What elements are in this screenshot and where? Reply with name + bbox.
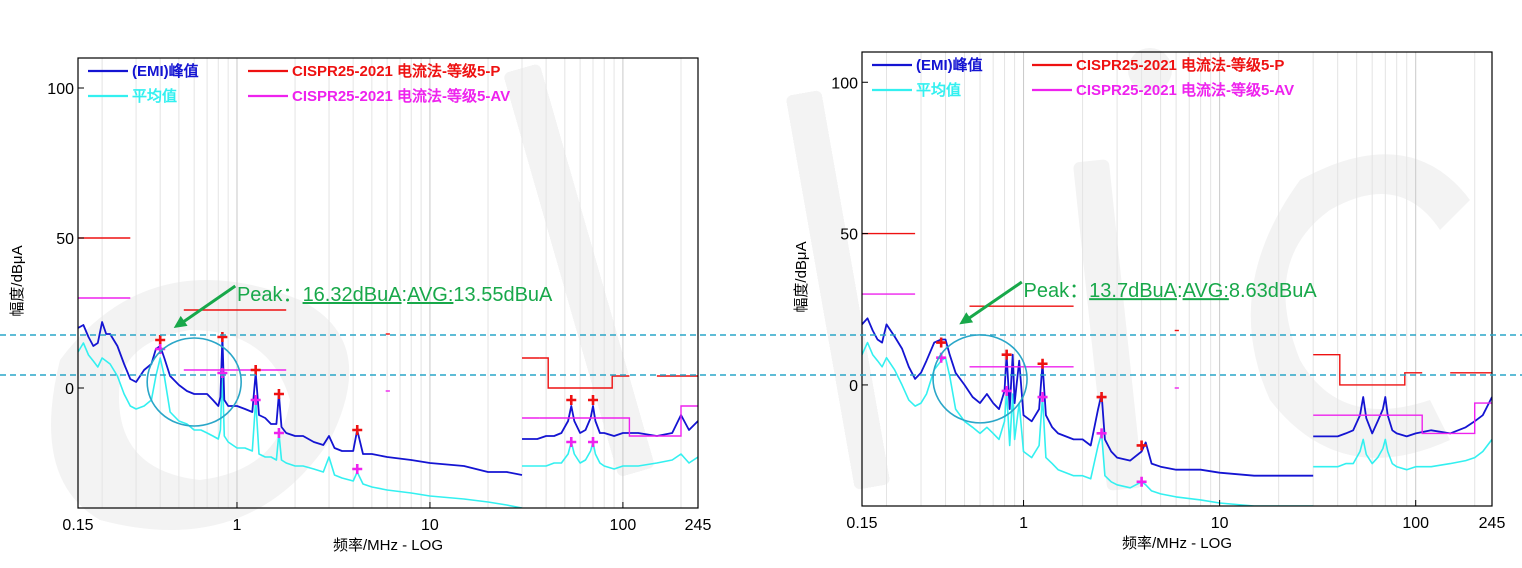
annotation-peak-label: Peak： xyxy=(1024,280,1090,302)
y-axis-label: 幅度/dBμA xyxy=(793,241,810,312)
legend-label: CISPR25-2021 电流法-等级5-P xyxy=(1076,56,1284,74)
plot-area xyxy=(862,232,1492,506)
x-tick-label: 0.15 xyxy=(846,515,877,532)
y-tick-label: 50 xyxy=(56,231,74,248)
x-tick-label: 0.15 xyxy=(62,517,93,534)
x-tick-label: 10 xyxy=(421,517,439,534)
grid-lines xyxy=(885,52,1476,506)
plot-area xyxy=(78,237,698,508)
x-tick-label: 245 xyxy=(685,517,712,534)
annotation-arrow-head xyxy=(959,312,974,325)
annotation-avg-label: AVG: xyxy=(407,284,453,306)
plot-frame xyxy=(861,51,1493,507)
legend-label: CISPR25-2021 电流法-等级5-AV xyxy=(292,87,510,105)
legend-label: CISPR25-2021 电流法-等级5-P xyxy=(292,62,500,80)
peak-marker xyxy=(1001,349,1012,360)
annotation-sep: : xyxy=(1177,280,1183,302)
average-series-line-1 xyxy=(78,342,523,508)
peak-avg-annotation: Peak：13.7dBuA:AVG:8.63dBuA xyxy=(1024,280,1318,302)
y-axis-label: 幅度/dBμA xyxy=(9,245,26,316)
avg-marker xyxy=(273,428,284,438)
legend-label: 平均值 xyxy=(132,87,177,105)
average-series-line-1 xyxy=(862,341,1314,506)
avg-marker xyxy=(1096,428,1107,439)
x-tick-label: 100 xyxy=(1402,515,1429,532)
avg-marker xyxy=(217,368,228,378)
avg-marker xyxy=(566,437,577,447)
emi-chart-2: 100 50 0 0.15 1 10 100 245 频率/MHz - LOG 幅度/dBμA (E… xyxy=(793,51,1506,552)
peak-avg-annotation: Peak：16.32dBuA:AVG:13.55dBuA xyxy=(237,284,553,306)
y-tick-label: 100 xyxy=(47,81,74,98)
peak-marker xyxy=(1136,440,1147,451)
legend-label: 平均值 xyxy=(916,81,961,99)
peak-marker xyxy=(250,365,261,375)
peak-marker xyxy=(1096,392,1107,403)
peak-marker xyxy=(273,389,284,399)
annotation-peak-label: Peak： xyxy=(237,284,303,306)
peak-marker xyxy=(566,395,577,405)
peak-marker xyxy=(352,425,363,435)
peak-marker xyxy=(588,395,599,405)
legend-label: CISPR25-2021 电流法-等级5-AV xyxy=(1076,81,1294,99)
annotation-arrow xyxy=(966,280,1023,321)
emi-chart-1: 100 50 0 0.15 1 10 100 245 频率/MHz - LOG 幅度/dBμA (E… xyxy=(9,57,712,554)
x-axis-label: 频率/MHz - LOG xyxy=(333,537,443,554)
x-tick-label: 1 xyxy=(233,517,242,534)
annotation-peak-value: 13.7dBuA xyxy=(1089,280,1178,302)
x-tick-label: 100 xyxy=(610,517,637,534)
avg-marker xyxy=(1136,476,1147,487)
peak-marker xyxy=(936,337,947,348)
plot-frame xyxy=(77,57,699,509)
peak-marker xyxy=(155,335,166,345)
peak-marker xyxy=(217,332,228,342)
annotation-avg-value: 13.55dBuA xyxy=(453,284,553,306)
peak-marker xyxy=(1037,358,1048,369)
x-tick-label: 245 xyxy=(1479,515,1506,532)
x-axis-label: 频率/MHz - LOG xyxy=(1122,535,1232,552)
avg-marker xyxy=(352,464,363,474)
peak-series-line-1 xyxy=(862,317,1314,477)
annotation-sep: : xyxy=(402,284,408,306)
annotation-arrow-head xyxy=(173,315,188,328)
y-tick-label: 100 xyxy=(831,75,858,92)
average-series-line-2 xyxy=(1313,438,1492,471)
limit-avg-line-5 xyxy=(539,405,698,437)
annotation-avg-value: 8.63dBuA xyxy=(1229,280,1318,302)
y-tick-label: 0 xyxy=(65,381,74,398)
limit-peak-line-5 xyxy=(539,357,630,389)
peak-series-line-1 xyxy=(78,321,523,476)
peak-series-line-2 xyxy=(1313,396,1492,438)
annotation-arrow xyxy=(180,284,237,325)
avg-marker xyxy=(250,395,261,405)
avg-marker xyxy=(1001,385,1012,396)
y-tick-label: 0 xyxy=(849,378,858,395)
limit-avg-line-5 xyxy=(1331,402,1492,435)
x-tick-label: 10 xyxy=(1211,515,1229,532)
highlight-ellipse xyxy=(146,337,242,427)
x-tick-label: 1 xyxy=(1019,515,1028,532)
avg-marker xyxy=(588,437,599,447)
limit-peak-line-5 xyxy=(1331,354,1423,386)
avg-marker xyxy=(1037,392,1048,403)
legend-label: (EMI)峰值 xyxy=(132,62,199,80)
annotation-avg-label: AVG: xyxy=(1183,280,1229,302)
annotation-peak-value: 16.32dBuA xyxy=(303,284,403,306)
y-tick-label: 50 xyxy=(840,227,858,244)
legend-label: (EMI)峰值 xyxy=(916,56,983,74)
